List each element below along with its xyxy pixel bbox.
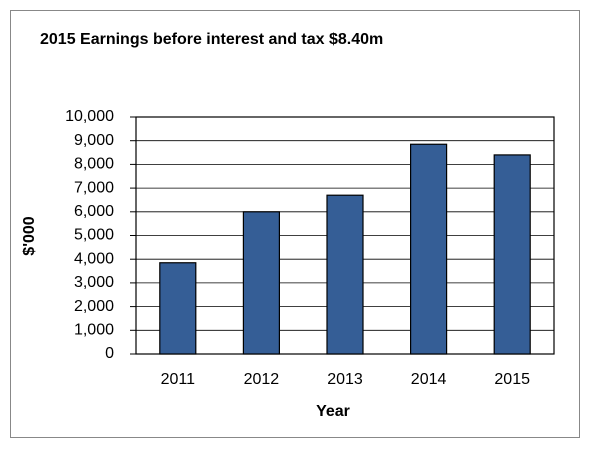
x-tick-label: 2012 bbox=[244, 371, 280, 388]
bar bbox=[493, 154, 531, 355]
y-tick-label: 2,000 bbox=[74, 298, 114, 315]
chart-title: 2015 Earnings before interest and tax $8… bbox=[40, 31, 383, 48]
x-axis-label: Year bbox=[316, 403, 350, 420]
chart-border bbox=[10, 10, 580, 438]
bar bbox=[242, 211, 280, 355]
y-tick-label: 3,000 bbox=[74, 274, 114, 291]
y-axis-label: $'000 bbox=[21, 216, 38, 256]
x-tick-label: 2014 bbox=[411, 371, 447, 388]
bar bbox=[159, 262, 197, 355]
y-tick-label: 10,000 bbox=[65, 108, 114, 125]
y-tick-label: 6,000 bbox=[74, 203, 114, 220]
y-tick-label: 9,000 bbox=[74, 132, 114, 149]
x-tick-label: 2011 bbox=[161, 371, 196, 388]
x-tick-label: 2013 bbox=[327, 371, 363, 388]
y-tick-label: 0 bbox=[105, 345, 114, 362]
y-tick-label: 5,000 bbox=[74, 227, 114, 244]
y-tick-label: 7,000 bbox=[74, 179, 114, 196]
y-tick-label: 4,000 bbox=[74, 250, 114, 267]
y-tick-label: 8,000 bbox=[74, 156, 114, 173]
bar bbox=[326, 194, 364, 355]
bar bbox=[410, 143, 448, 355]
y-tick-label: 1,000 bbox=[74, 322, 114, 339]
x-tick-label: 2015 bbox=[494, 371, 530, 388]
